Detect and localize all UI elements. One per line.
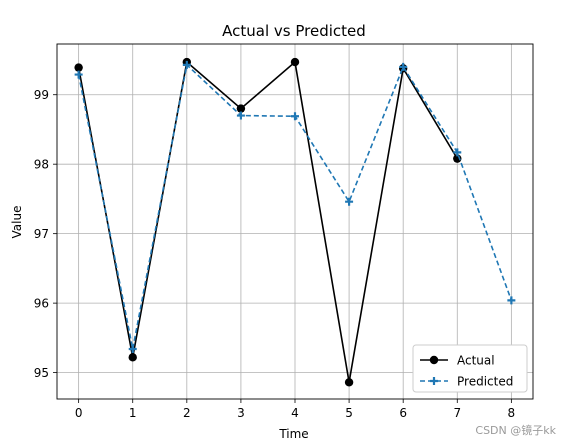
- y-tick-label: 98: [34, 158, 49, 172]
- x-tick-label: 4: [291, 406, 299, 420]
- y-tick-label: 96: [34, 297, 49, 311]
- axis-ticks: 0 1 2 3 4 5 6 7 8 95 96 97 98 99: [34, 88, 515, 420]
- x-tick-label: 3: [237, 406, 245, 420]
- legend-box: [412, 344, 528, 393]
- data-point-actual: [128, 353, 137, 362]
- data-point-actual: [290, 57, 300, 67]
- x-tick-label: 8: [508, 406, 516, 420]
- data-point-predicted: [128, 344, 137, 353]
- data-point-predicted: [399, 62, 408, 71]
- data-point-predicted: [236, 111, 245, 120]
- series-line-actual: [77, 60, 458, 383]
- y-tick-label: 99: [34, 88, 49, 102]
- legend: Actual Predicted: [412, 344, 528, 393]
- data-point-actual: [236, 104, 246, 113]
- data-point-predicted: [74, 70, 83, 79]
- x-tick-label: 2: [183, 406, 191, 420]
- data-point-actual: [344, 378, 354, 387]
- y-tick-label: 97: [34, 227, 49, 241]
- x-tick-label: 1: [129, 406, 137, 420]
- data-point-predicted: [182, 60, 191, 69]
- x-tick-label: 6: [399, 406, 407, 420]
- x-tick-label: 0: [75, 406, 83, 420]
- x-tick-label: 5: [345, 406, 353, 420]
- x-axis-label: Time: [278, 427, 308, 441]
- legend-predicted-label: Predicted: [457, 375, 513, 389]
- data-point-predicted: [291, 112, 299, 121]
- plot-series: [74, 57, 516, 387]
- data-point-actual: [74, 63, 83, 72]
- legend-predicted-marker: [430, 377, 438, 385]
- data-point-predicted: [453, 148, 462, 157]
- data-point-predicted: [507, 296, 516, 305]
- legend-actual-marker: [429, 355, 439, 365]
- y-axis-label: Value: [10, 206, 24, 239]
- x-tick-label: 7: [453, 406, 461, 420]
- y-tick-label: 95: [34, 366, 49, 380]
- chart-title: Actual vs Predicted: [222, 22, 366, 40]
- watermark: CSDN @镜子kk: [475, 424, 556, 437]
- data-point-predicted: [345, 197, 354, 206]
- legend-actual-label: Actual: [457, 354, 495, 368]
